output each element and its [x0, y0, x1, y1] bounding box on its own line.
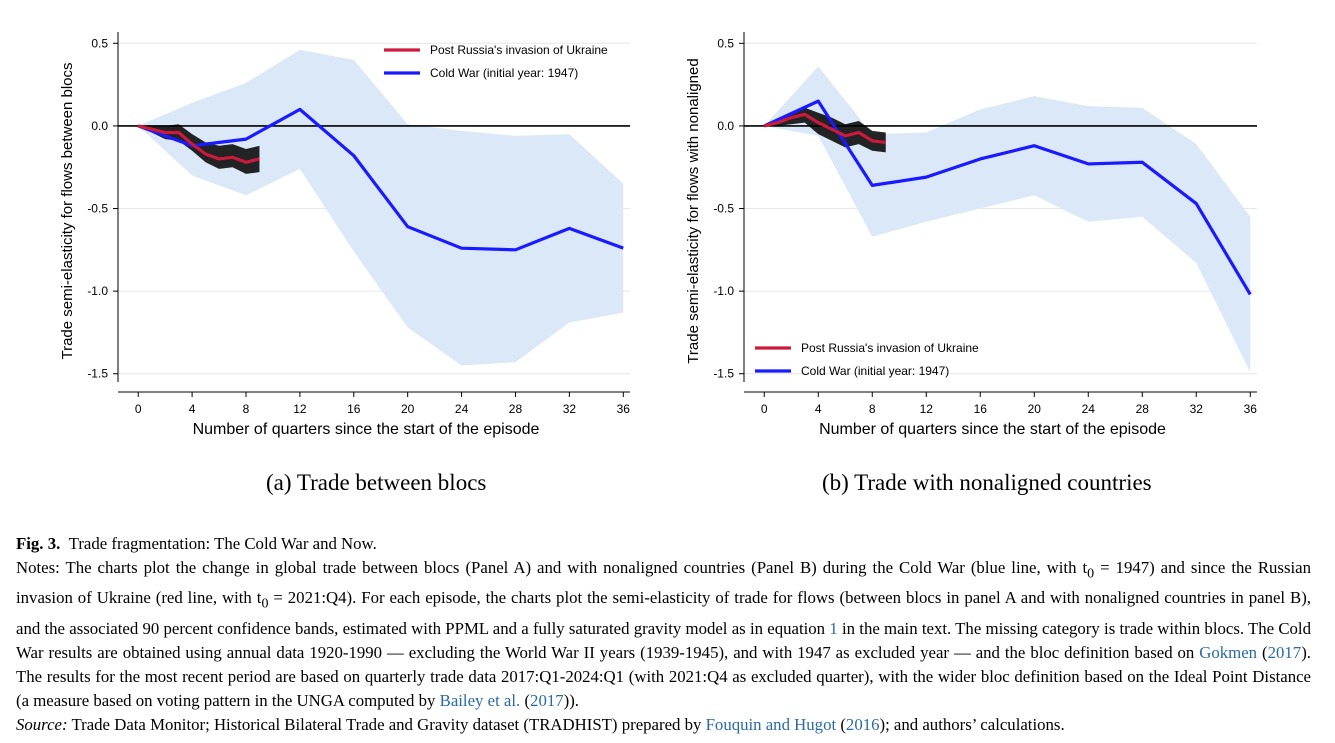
citation-link-gokmen-year[interactable]: 2017: [1267, 642, 1302, 662]
series-line-cold_war: [763, 99, 1252, 296]
x-tick-label: 4: [815, 402, 822, 416]
notes-text: in the main text. The missing category i…: [16, 618, 1311, 662]
equation-link[interactable]: 1: [829, 618, 838, 638]
legend-label-cold_war: Cold War (initial year: 1947): [801, 364, 949, 378]
notes-text: )).: [563, 690, 579, 710]
figure-notes: Notes: The charts plot the change in glo…: [16, 556, 1311, 713]
x-tick-label: 8: [243, 402, 250, 416]
confidence-band-cold_war: [138, 49, 624, 366]
notes-text: (: [1257, 642, 1268, 662]
legend-label-cold_war: Cold War (initial year: 1947): [430, 66, 578, 80]
y-tick-label: -1.0: [87, 284, 108, 298]
panel-a-chart: 0.5 0.0 -0.5 -1.0 -1.5 0 4 8 12 16 20 24 28 32 36 Numbe…: [0, 0, 660, 450]
y-tick-label: -1.5: [713, 367, 734, 381]
citation-link-bailey-year[interactable]: 2017: [530, 690, 564, 710]
notes-text: ). The results for the most recent perio…: [16, 642, 1311, 710]
legend-label-post_invasion: Post Russia's invasion of Ukraine: [801, 341, 979, 355]
y-axis-label: Trade semi-elasticity for flows with non…: [685, 58, 702, 363]
chart-trade-with-nonaligned: 0.5 0.0 -0.5 -1.0 -1.5 0 4 8 12 16 20 24 28 32 36 Numbe…: [685, 32, 1258, 438]
y-tick-label: -0.5: [87, 202, 108, 216]
figure-caption-block: Fig. 3. Trade fragmentation: The Cold Wa…: [16, 532, 1311, 737]
x-tick-label: 24: [455, 402, 469, 416]
x-tick-label: 28: [1136, 402, 1150, 416]
notes-text: (: [520, 690, 531, 710]
y-tick-label: -1.0: [713, 284, 734, 298]
y-tick-label: -1.5: [87, 367, 108, 381]
panel-b-chart: 0.5 0.0 -0.5 -1.0 -1.5 0 4 8 12 16 20 24 28 32 36 Numbe…: [670, 0, 1335, 450]
confidence-band-post_invasion: [764, 107, 886, 153]
subcaption-b: (b) Trade with nonaligned countries: [822, 470, 1152, 495]
x-tick-label: 12: [293, 402, 307, 416]
source-label: Source:: [16, 714, 68, 734]
x-tick-label: 32: [563, 402, 577, 416]
x-tick-label: 36: [1244, 402, 1258, 416]
y-tick-label: -0.5: [713, 202, 734, 216]
x-tick-label: 0: [135, 402, 142, 416]
x-tick-label: 12: [920, 402, 934, 416]
x-tick-label: 4: [189, 402, 196, 416]
figure-title-text: Trade fragmentation: The Cold War and No…: [68, 534, 377, 553]
citation-link-fouquin-year[interactable]: 2016: [845, 714, 880, 734]
series-line-post_invasion: [763, 112, 886, 145]
notes-text: = 2021:Q4). For each episode, the charts…: [16, 588, 1311, 638]
y-axis-label: Trade semi-elasticity for flows between …: [59, 62, 76, 359]
x-tick-label: 16: [347, 402, 361, 416]
confidence-band-cold_war: [764, 66, 1251, 373]
x-tick-label: 24: [1082, 402, 1096, 416]
x-tick-label: 16: [974, 402, 988, 416]
y-tick-label: 0.5: [91, 36, 108, 50]
series-line-cold_war: [137, 107, 624, 252]
subscript: 0: [1087, 566, 1095, 582]
x-tick-label: 20: [1028, 402, 1042, 416]
citation-link-bailey[interactable]: Bailey et al.: [439, 690, 521, 710]
figure-title: Fig. 3. Trade fragmentation: The Cold Wa…: [16, 532, 1311, 556]
chart-trade-between-blocs: 0.5 0.0 -0.5 -1.0 -1.5 0 4 8 12 16 20 24 28 32 36 Numbe…: [59, 32, 631, 438]
citation-link-gokmen[interactable]: Gokmen: [1199, 642, 1258, 662]
citation-link-fouquin[interactable]: Fouquin and Hugot: [705, 714, 837, 734]
x-tick-label: 8: [869, 402, 876, 416]
y-tick-label: 0.5: [717, 36, 734, 50]
notes-text: = 1947) and since the Russian invasion o…: [16, 558, 1311, 608]
y-tick-label: 0.0: [717, 119, 734, 133]
subcaption-a: (a) Trade between blocs: [266, 470, 487, 495]
source-text: (: [836, 714, 846, 734]
x-tick-label: 36: [617, 402, 631, 416]
x-tick-label: 32: [1190, 402, 1204, 416]
source-text: ); and authors’ calculations.: [879, 714, 1065, 734]
source-text: Trade Data Monitor; Historical Bilateral…: [67, 714, 706, 734]
figure-source: Source: Trade Data Monitor; Historical B…: [16, 713, 1311, 737]
x-tick-label: 20: [401, 402, 415, 416]
x-tick-label: 0: [761, 402, 768, 416]
y-tick-label: 0.0: [91, 119, 108, 133]
figure-label: Fig. 3.: [16, 534, 61, 553]
x-tick-label: 28: [509, 402, 523, 416]
legend-label-post_invasion: Post Russia's invasion of Ukraine: [430, 43, 608, 57]
x-axis-label: Number of quarters since the start of th…: [819, 421, 1166, 438]
notes-text: Notes: The charts plot the change in glo…: [16, 558, 1088, 577]
x-axis-label: Number of quarters since the start of th…: [193, 421, 540, 438]
series-line-post_invasion: [137, 124, 260, 164]
subscript: 0: [261, 596, 269, 612]
